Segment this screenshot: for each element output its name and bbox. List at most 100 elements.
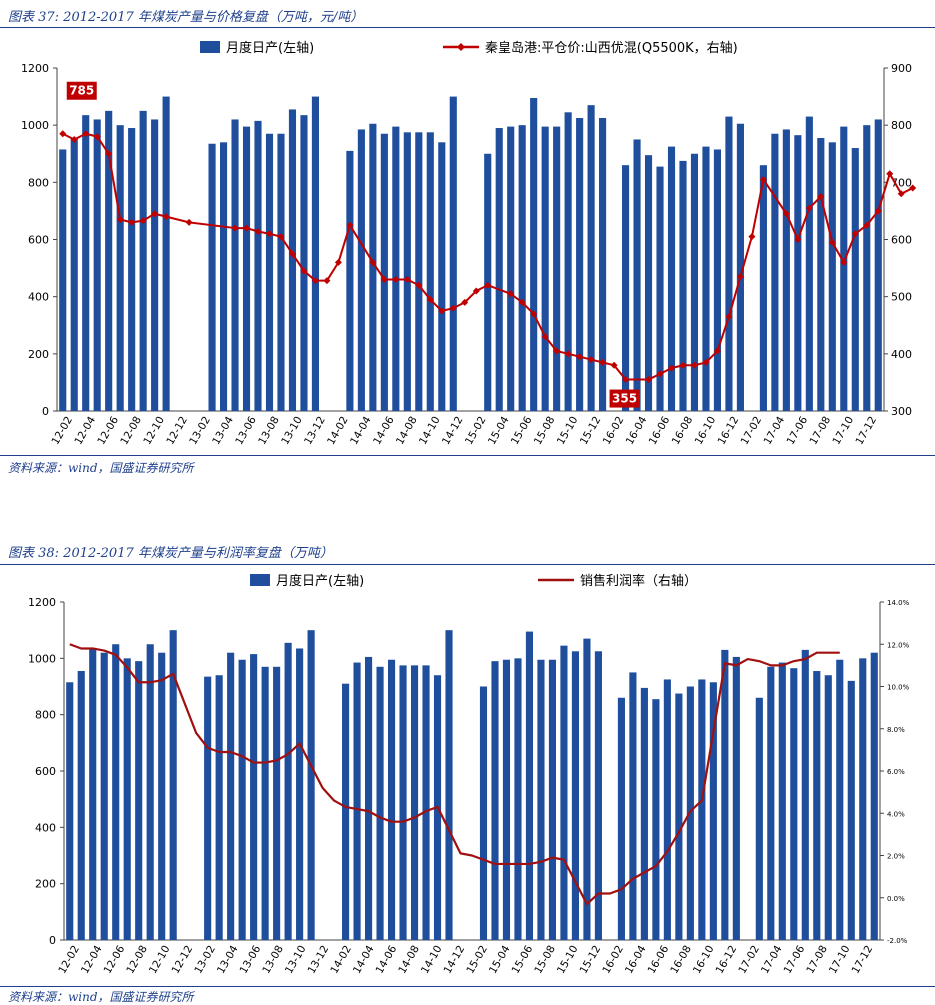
x-tick-label: 15-04 xyxy=(487,943,513,976)
line-point xyxy=(128,218,136,226)
bar xyxy=(146,644,154,940)
x-tick-label: 15-08 xyxy=(532,944,558,976)
line-point xyxy=(748,233,756,241)
line-point xyxy=(243,224,251,232)
bar xyxy=(158,652,166,940)
bar xyxy=(422,665,430,940)
y-right-tick-label: 2.0% xyxy=(887,853,905,861)
x-tick-label: 17-12 xyxy=(850,944,876,976)
line-point xyxy=(346,221,354,229)
bar xyxy=(273,666,281,940)
bar xyxy=(571,651,579,940)
bar xyxy=(357,129,365,411)
y-right-tick-label: 10.0% xyxy=(887,684,910,692)
bar xyxy=(525,631,534,940)
x-tick-label: 16-04 xyxy=(624,414,650,447)
y-left-tick-label: 1200 xyxy=(28,596,56,609)
x-tick-label: 13-02 xyxy=(187,415,213,447)
x-tick-label: 14-10 xyxy=(419,944,445,976)
bar xyxy=(644,155,653,411)
bar xyxy=(667,146,676,411)
bar xyxy=(415,132,423,411)
bar xyxy=(698,679,706,940)
bar xyxy=(713,149,722,411)
x-tick-label: 16-02 xyxy=(601,415,627,447)
line-point xyxy=(116,215,124,223)
bar xyxy=(656,166,664,411)
legend-line-label: 秦皇岛港:平仓价:山西优混(Q5500K，右轴) xyxy=(485,40,738,56)
bar xyxy=(840,126,848,412)
line-point xyxy=(576,353,584,361)
bar xyxy=(70,138,78,411)
bar xyxy=(541,126,549,412)
line-point xyxy=(610,361,618,369)
bar xyxy=(169,630,177,940)
legend-bar-label: 月度日产(左轴) xyxy=(226,40,314,56)
line-point xyxy=(70,135,78,143)
y-left-tick-label: 800 xyxy=(35,709,56,722)
bar xyxy=(736,123,744,412)
figure-37-top-rule xyxy=(0,27,935,28)
x-tick-label: 16-08 xyxy=(670,415,696,447)
line-point xyxy=(151,210,159,218)
bar xyxy=(859,658,867,940)
bar xyxy=(265,133,274,411)
y-right-tick-label: 800 xyxy=(891,119,912,132)
bar xyxy=(277,133,285,411)
bar xyxy=(100,652,108,940)
y-left-tick-label: 0 xyxy=(42,405,49,418)
x-tick-label: 12-06 xyxy=(95,414,121,447)
bar xyxy=(59,149,67,411)
line-point xyxy=(449,304,457,312)
line-point xyxy=(438,307,446,315)
line-point xyxy=(403,276,411,284)
bar xyxy=(250,654,258,940)
x-tick-label: 16-12 xyxy=(716,415,742,447)
line-point xyxy=(105,150,113,158)
x-tick-label: 12-04 xyxy=(79,943,105,976)
bar xyxy=(445,630,453,940)
bar xyxy=(311,96,319,411)
bar xyxy=(564,112,572,411)
x-tick-label: 17-10 xyxy=(827,944,853,976)
bar xyxy=(208,143,216,411)
line-point xyxy=(185,218,193,226)
x-tick-label: 12-08 xyxy=(124,944,150,976)
y-left-tick-label: 400 xyxy=(28,291,49,304)
x-tick-label: 12-12 xyxy=(164,415,190,447)
line-point xyxy=(702,358,710,366)
bar xyxy=(491,661,499,940)
legend-line-marker xyxy=(457,43,465,51)
x-tick-label: 14-04 xyxy=(348,414,374,447)
line-point xyxy=(426,296,434,304)
bar xyxy=(709,682,717,940)
x-tick-label: 14-08 xyxy=(396,944,422,976)
bar xyxy=(353,662,361,940)
x-tick-label: 14-06 xyxy=(371,414,397,447)
line-point xyxy=(817,193,825,201)
x-tick-label: 15-08 xyxy=(532,415,558,447)
line-point xyxy=(782,210,790,218)
bar xyxy=(514,658,522,940)
bar xyxy=(801,649,809,940)
line-point xyxy=(59,130,67,138)
line-point xyxy=(541,333,549,341)
bar xyxy=(870,652,878,940)
x-tick-label: 15-10 xyxy=(555,415,581,447)
bar xyxy=(66,682,74,940)
bar xyxy=(702,146,710,411)
x-tick-label: 17-04 xyxy=(762,414,788,447)
bar xyxy=(112,644,120,940)
bar xyxy=(863,125,871,412)
x-tick-label: 12-02 xyxy=(49,415,75,447)
x-tick-label: 12-02 xyxy=(56,944,82,976)
bar xyxy=(617,697,625,940)
line-point xyxy=(323,277,331,285)
line-point xyxy=(507,290,515,298)
line-point xyxy=(139,217,147,225)
line-point xyxy=(587,356,595,364)
x-tick-label: 12-04 xyxy=(72,414,98,447)
line-point xyxy=(472,287,480,295)
x-tick-label: 17-04 xyxy=(759,943,785,976)
line-point xyxy=(863,221,871,229)
